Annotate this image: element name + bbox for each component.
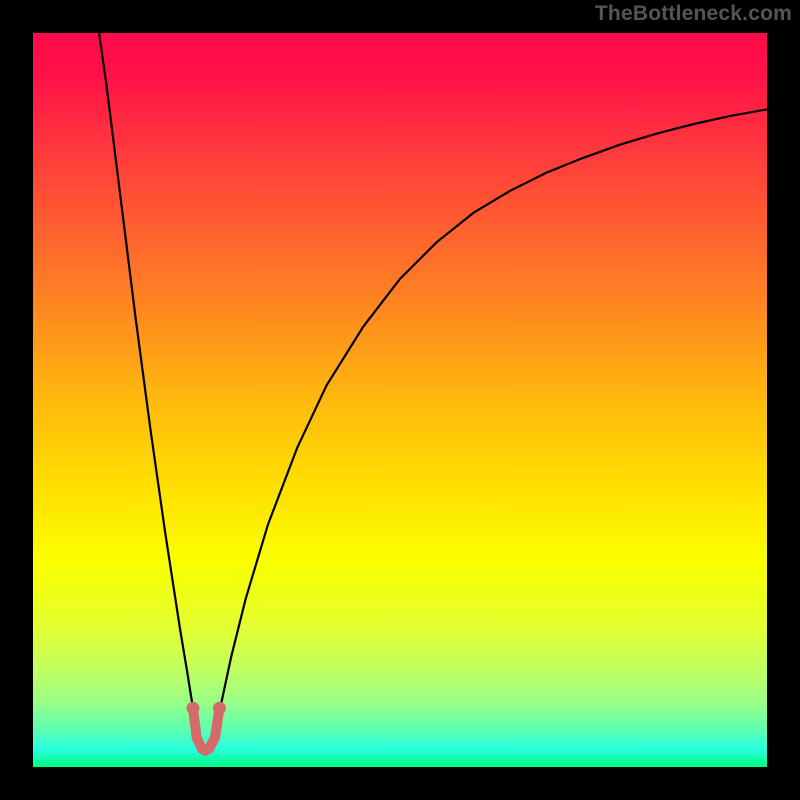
watermark-text: TheBottleneck.com bbox=[595, 2, 792, 26]
plot-area bbox=[33, 33, 767, 767]
gradient-background bbox=[33, 33, 767, 767]
curve-minimum-endcap bbox=[213, 702, 226, 715]
chart-container: TheBottleneck.com bbox=[0, 0, 800, 800]
curve-minimum-endcap bbox=[187, 702, 200, 715]
